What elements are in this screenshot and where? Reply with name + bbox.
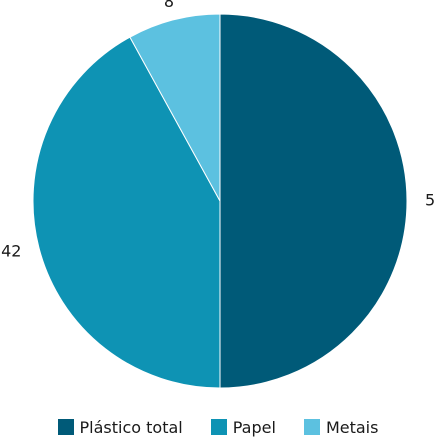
- legend-item-papel: Papel: [210, 417, 276, 437]
- data-label-plastico-total: 50: [425, 191, 436, 210]
- pie-slice-plastico-total: [219, 13, 408, 389]
- legend-item-metais: Metais: [303, 417, 379, 437]
- data-label-metais: 8: [164, 0, 174, 11]
- legend-swatch-metais: [303, 419, 320, 435]
- pie-slice-metais: [129, 13, 221, 202]
- pie-data-labels: 50 42 8: [1, 0, 436, 260]
- legend-swatch-papel: [210, 419, 227, 435]
- legend-label-metais: Metais: [325, 417, 379, 437]
- legend: Plástico total Papel Metais: [0, 416, 436, 438]
- legend-swatch-plastico-total: [57, 419, 74, 435]
- pie-slices: [32, 13, 408, 389]
- data-label-papel: 42: [1, 241, 21, 260]
- legend-item-plastico-total: Plástico total: [57, 417, 183, 437]
- legend-label-papel: Papel: [232, 417, 276, 437]
- pie-slice-papel: [32, 36, 221, 389]
- legend-label-plastico-total: Plástico total: [79, 417, 183, 437]
